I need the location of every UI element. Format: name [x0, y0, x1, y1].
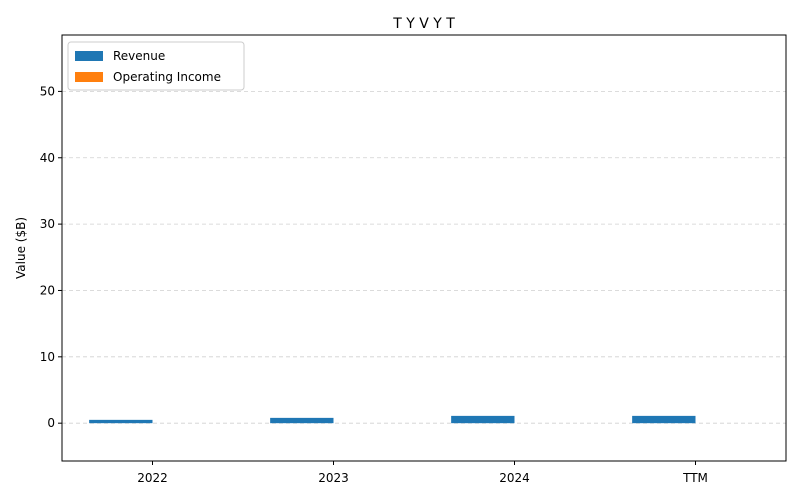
legend-swatch-operating-income [75, 72, 103, 82]
legend-box [67, 41, 245, 91]
y-tick-label-30: 30 [40, 217, 55, 231]
y-axis-label: Value ($B) [14, 217, 28, 279]
legend-label-operating-income: Operating Income [113, 70, 221, 84]
plot-frame [61, 34, 787, 462]
y-tick-label-40: 40 [40, 151, 55, 165]
legend-swatch-revenue [75, 51, 103, 61]
x-tick-label-2024: 2024 [499, 471, 530, 485]
chart-title: T Y V Y T [392, 16, 455, 32]
x-tick-label-ttm: TTM [682, 471, 708, 485]
bars [89, 415, 696, 424]
gridlines [62, 91, 786, 424]
y-axis-ticks: 0 10 20 30 40 50 [40, 84, 62, 430]
y-tick-label-10: 10 [40, 350, 55, 364]
x-tick-label-2023: 2023 [318, 471, 349, 485]
x-axis-ticks: 2022 2023 2024 TTM [137, 461, 708, 485]
bar-revenue-2022 [89, 419, 153, 424]
bar-revenue-ttm [632, 415, 696, 424]
y-tick-label-0: 0 [47, 416, 55, 430]
y-tick-label-50: 50 [40, 84, 55, 98]
legend: Revenue Operating Income [67, 41, 245, 91]
legend-label-revenue: Revenue [113, 49, 165, 63]
bar-revenue-2024 [451, 415, 515, 424]
bar-revenue-2023 [270, 417, 334, 424]
y-tick-label-20: 20 [40, 283, 55, 297]
x-tick-label-2022: 2022 [137, 471, 168, 485]
